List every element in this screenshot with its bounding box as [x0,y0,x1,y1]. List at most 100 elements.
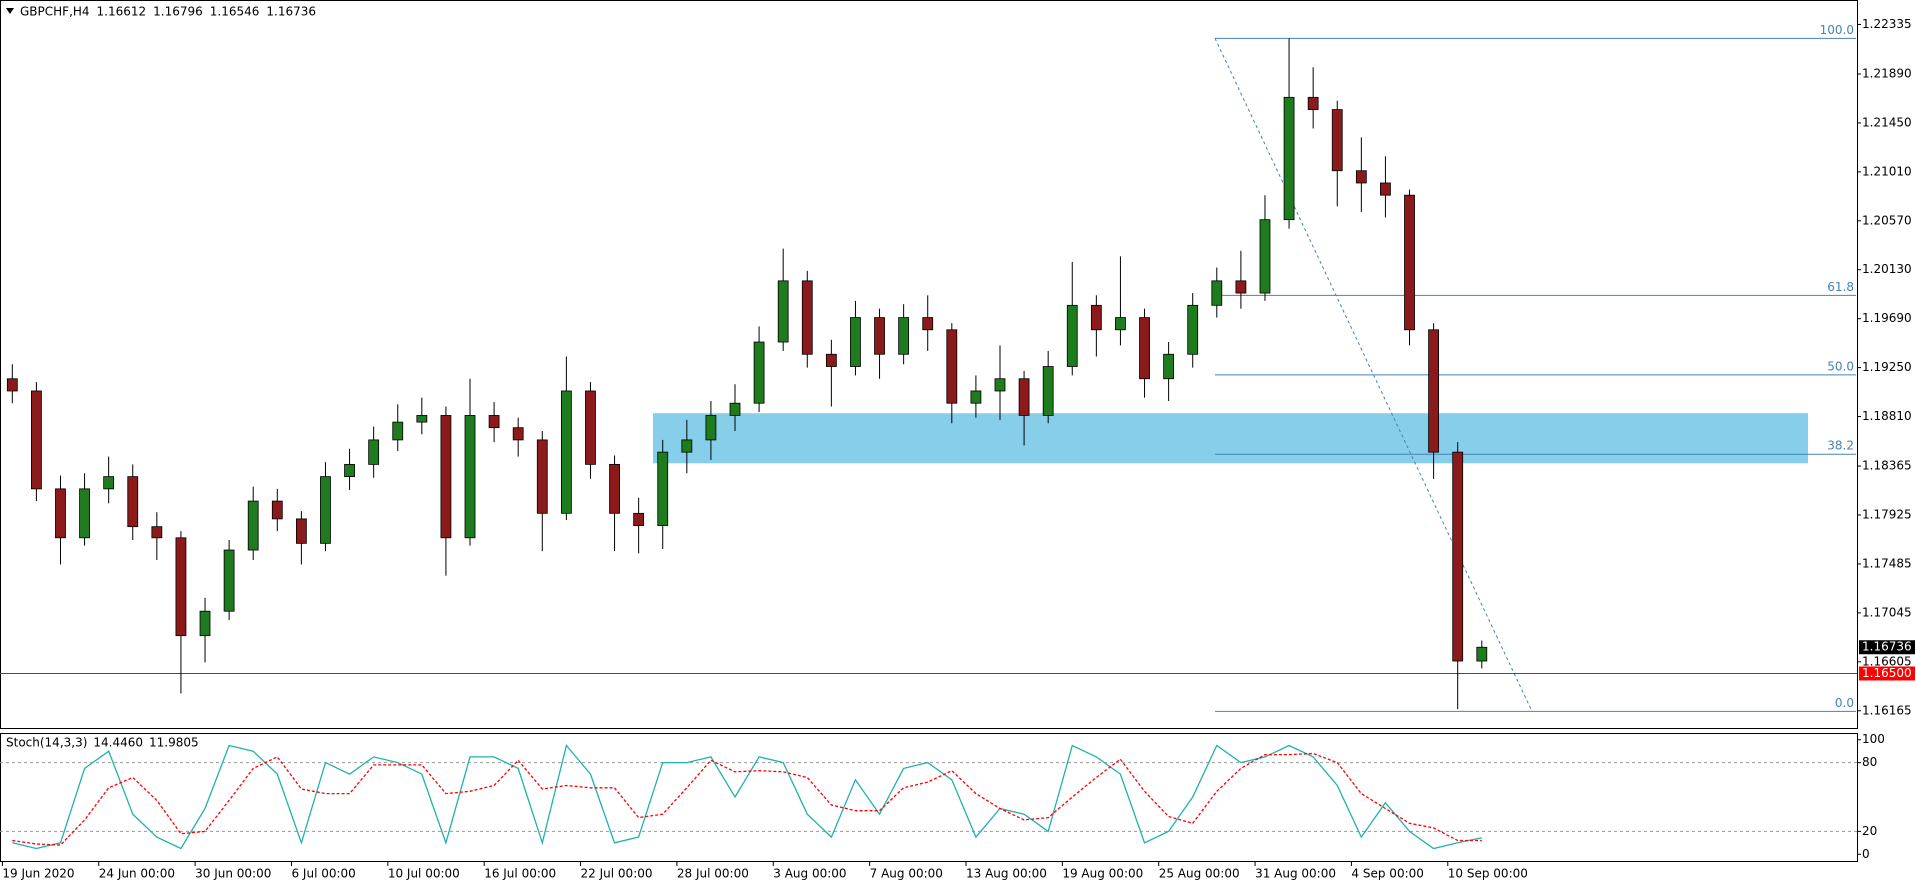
y-tick-label: 1.21010 [1862,164,1912,178]
candle-body [1428,329,1440,453]
stoch-k-label: 14.4460 [93,736,143,750]
candle-body [1235,280,1247,294]
candle-body [1018,378,1030,416]
candle-body [295,518,307,544]
candle-body [609,463,620,514]
candle-body [1307,96,1319,110]
y-tick-label: 1.18365 [1862,459,1912,473]
y-tick-label: 1.16605 [1862,654,1912,668]
menu-icon [6,8,14,14]
x-tick-label: 24 Jun 00:00 [99,867,175,881]
candle-body [1331,109,1343,172]
current-price-tag [1859,640,1915,655]
candle-body [392,421,404,441]
y-tick-label: 80 [1862,755,1877,769]
y-tick-label: 1.18810 [1862,409,1912,423]
candle-body [1187,304,1199,355]
candle-body [729,402,741,416]
x-tick-label: 28 Jul 00:00 [677,867,749,881]
zone-layer [653,413,1808,464]
candle-body [1163,353,1175,380]
candle-body [1380,182,1391,196]
candle-body [368,439,380,465]
x-tick-label: 31 Aug 00:00 [1255,867,1336,881]
candle-body [536,439,548,514]
stoch-line [12,752,1482,846]
candle-body [922,317,934,331]
x-tick-label: 22 Jul 00:00 [581,867,653,881]
stoch-frame [0,733,1858,862]
candle-body [801,280,813,355]
symbol-title: GBPCHF,H4 [20,5,90,19]
x-tick-label: 10 Sep 00:00 [1448,867,1528,881]
candle-body [6,378,18,392]
candle-body [753,341,765,404]
y-tick-label: 20 [1862,824,1877,838]
current-price-label: 1.16736 [1862,640,1912,654]
candle-body [1139,317,1150,380]
candle-body [1259,219,1271,294]
ohlc-close: 1.16736 [266,5,316,19]
x-tick-label: 30 Jun 00:00 [195,867,271,881]
y-tick-label: 1.20570 [1862,213,1912,227]
candle-body [657,451,669,526]
level-label: 1.16500 [1862,666,1912,680]
candle-body [320,476,331,544]
candle-body [1115,317,1126,331]
candle-body [1066,304,1078,367]
candle-body [271,500,283,520]
candle-body [874,317,885,355]
y-tick-label: 1.21890 [1862,66,1912,80]
stoch-line [12,744,1482,850]
candle-body [681,439,693,453]
x-tick-label: 10 Jul 00:00 [388,867,460,881]
x-tick-label: 6 Jul 00:00 [291,867,355,881]
candle-body [79,488,90,539]
ohlc-low: 1.16546 [210,5,260,19]
candle-body [1283,96,1295,221]
candle-body [1476,646,1488,662]
ohlc-high: 1.16796 [153,5,203,19]
candle-body [970,390,982,404]
y-tick-label: 1.17925 [1862,507,1912,521]
candle-body [946,329,958,404]
candle-body [440,415,452,539]
candle-body [825,353,837,367]
candle-body [1211,280,1223,306]
stoch-d-label: 11.9805 [149,736,199,750]
y-tick-label: 1.19250 [1862,360,1912,374]
main-frame [0,0,1858,729]
candle-body [223,549,235,612]
fib-label: 50.0 [1827,359,1854,373]
candle-body [512,427,524,441]
fib-label: 61.8 [1827,280,1854,294]
x-tick-label: 19 Jun 2020 [2,867,74,881]
candle-body [1452,451,1464,662]
y-tick-label: 1.19690 [1862,311,1912,325]
candle-body [1355,170,1367,184]
candle-body [344,463,355,478]
y-tick-label: 1.17485 [1862,556,1912,570]
candle-body [127,476,139,528]
y-tick-label: 1.20130 [1862,262,1912,276]
fib-label: 0.0 [1835,696,1854,710]
candle-body [464,415,476,539]
candle-body [1090,304,1102,331]
x-tick-label: 25 Aug 00:00 [1159,867,1240,881]
x-tick-label: 4 Sep 00:00 [1351,867,1423,881]
y-tick-label: 100 [1862,732,1885,746]
fib-trend [1214,38,1533,712]
ohlc-open: 1.16612 [97,5,147,19]
candle-body [199,610,211,637]
candle-body [585,390,596,465]
candle-body [103,476,115,490]
candle-body [151,526,163,539]
stoch-title: Stoch(14,3,3) [6,736,87,750]
candle-body [705,415,717,441]
y-tick-label: 0 [1862,847,1870,861]
candle-body [850,317,861,367]
x-tick-label: 3 Aug 00:00 [773,867,846,881]
candle-body [247,500,259,551]
x-tick-label: 13 Aug 00:00 [966,867,1047,881]
